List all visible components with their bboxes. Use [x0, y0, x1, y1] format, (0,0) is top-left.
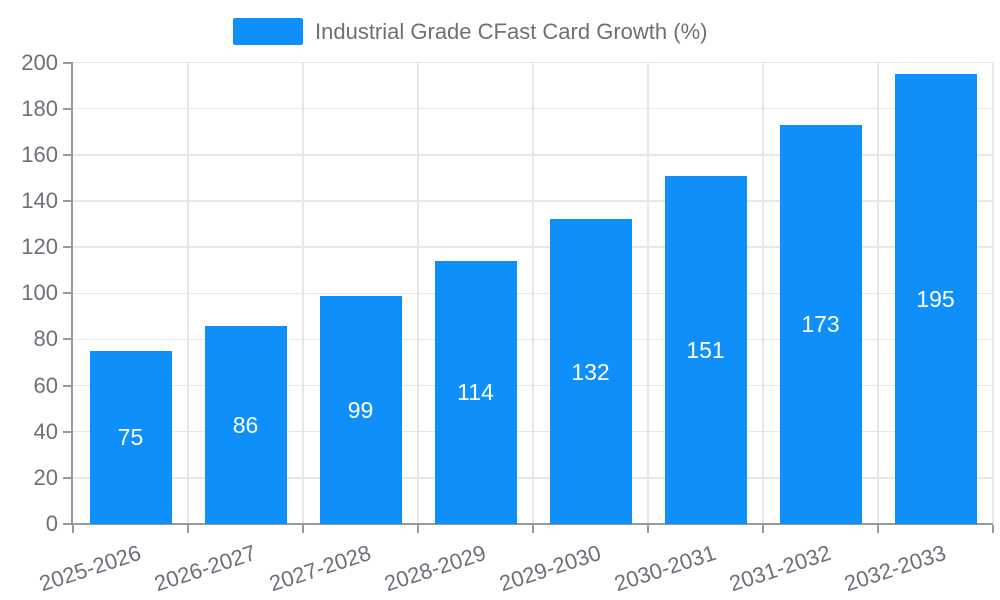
grid-line-vertical	[417, 62, 419, 524]
x-axis-tick	[532, 525, 534, 533]
x-axis-tick	[877, 525, 879, 533]
grid-line-vertical	[992, 62, 994, 524]
y-axis-label: 120	[21, 234, 58, 260]
y-axis-tick	[63, 338, 71, 341]
y-axis-label: 180	[21, 95, 58, 121]
y-axis-tick	[63, 153, 71, 156]
x-axis-label: 2032-2033	[841, 540, 950, 597]
grid-line-vertical	[187, 62, 189, 524]
y-axis-label: 100	[21, 280, 58, 306]
x-axis-tick	[647, 525, 649, 533]
legend[interactable]: Industrial Grade CFast Card Growth (%)	[233, 18, 707, 45]
x-axis-label: 2026-2027	[151, 540, 260, 597]
x-axis-label: 2031-2032	[726, 540, 835, 597]
bar[interactable]	[89, 350, 172, 524]
y-axis-tick	[63, 61, 71, 64]
y-axis-label: 40	[33, 418, 58, 444]
grid-line-vertical	[762, 62, 764, 524]
y-axis-label: 0	[45, 511, 58, 536]
x-axis-tick	[762, 525, 764, 533]
x-axis-label: 2028-2029	[381, 540, 490, 597]
bar[interactable]	[204, 325, 287, 524]
bar[interactable]	[434, 260, 517, 524]
y-axis-label: 20	[33, 464, 58, 490]
x-axis-tick	[417, 525, 419, 533]
bar[interactable]	[549, 219, 632, 524]
grid-line-vertical	[647, 62, 649, 524]
x-axis-tick	[302, 525, 304, 533]
legend-label: Industrial Grade CFast Card Growth (%)	[315, 19, 708, 44]
y-axis-tick	[63, 523, 71, 525]
y-axis-label: 60	[33, 372, 58, 398]
bar[interactable]	[894, 74, 977, 524]
grid-line-vertical	[877, 62, 879, 524]
y-axis-tick	[63, 292, 71, 295]
x-axis-label: 2029-2030	[496, 540, 605, 597]
bar[interactable]	[779, 124, 862, 524]
x-axis-line	[71, 523, 993, 525]
grid-line-vertical	[302, 62, 304, 524]
y-axis-tick	[63, 430, 71, 433]
bar[interactable]	[664, 175, 747, 524]
y-axis-label: 200	[21, 49, 58, 75]
y-axis-label: 140	[21, 187, 58, 213]
x-axis-label: 2027-2028	[266, 540, 375, 597]
x-axis-label: 2030-2031	[611, 540, 720, 597]
y-axis-line	[71, 62, 73, 525]
legend-marker[interactable]	[233, 18, 303, 45]
y-axis-tick	[63, 107, 71, 110]
y-axis-tick	[63, 199, 71, 202]
y-axis-label: 80	[33, 326, 58, 352]
x-axis-label: 2025-2026	[36, 540, 145, 597]
y-axis-tick	[63, 384, 71, 387]
y-axis-tick	[63, 476, 71, 479]
x-axis-tick	[187, 525, 189, 533]
x-axis-tick	[72, 525, 74, 533]
y-axis-label: 160	[21, 141, 58, 167]
bar[interactable]	[319, 295, 402, 524]
x-axis-tick	[992, 525, 994, 533]
grid-line-vertical	[532, 62, 534, 524]
y-axis-tick	[63, 246, 71, 249]
